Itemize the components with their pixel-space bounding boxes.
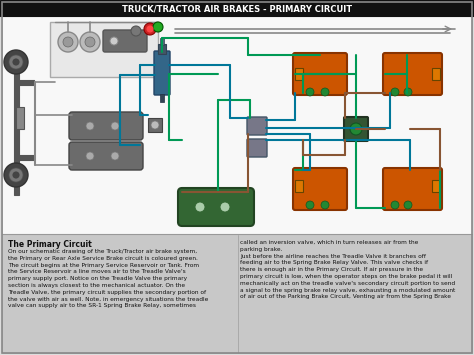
FancyBboxPatch shape <box>344 117 368 141</box>
Circle shape <box>58 32 78 52</box>
Bar <box>158 44 166 54</box>
Text: The Primary Circuit: The Primary Circuit <box>8 240 92 249</box>
FancyBboxPatch shape <box>154 51 170 95</box>
FancyBboxPatch shape <box>383 168 442 210</box>
Bar <box>432 180 440 192</box>
Circle shape <box>86 122 94 130</box>
Circle shape <box>350 123 362 135</box>
Circle shape <box>110 37 118 45</box>
Bar <box>16 80 34 85</box>
FancyBboxPatch shape <box>69 112 143 140</box>
Circle shape <box>4 163 28 187</box>
Bar <box>160 94 164 102</box>
FancyBboxPatch shape <box>293 53 347 95</box>
Circle shape <box>306 88 314 96</box>
Circle shape <box>4 50 28 74</box>
FancyBboxPatch shape <box>383 53 442 95</box>
Bar <box>0 0 474 16</box>
Bar <box>14 55 19 195</box>
Circle shape <box>404 201 412 209</box>
Text: TRUCK/TRACTOR AIR BRAKES - PRIMARY CIRCUIT: TRUCK/TRACTOR AIR BRAKES - PRIMARY CIRCU… <box>122 5 352 13</box>
Text: On our schematic drawing of the Truck/Tractor air brake system,
the Primary or R: On our schematic drawing of the Truck/Tr… <box>8 249 209 308</box>
FancyBboxPatch shape <box>69 142 143 170</box>
Text: called an inversion valve, which in turn releases air from the
parking brake.
Ju: called an inversion valve, which in turn… <box>240 240 455 299</box>
Circle shape <box>153 22 163 32</box>
Circle shape <box>131 26 141 36</box>
Circle shape <box>9 168 23 182</box>
Bar <box>295 180 303 192</box>
Circle shape <box>195 202 205 212</box>
Circle shape <box>86 152 94 160</box>
Circle shape <box>144 23 156 35</box>
Bar <box>2 16 472 234</box>
Circle shape <box>321 201 329 209</box>
Circle shape <box>147 26 153 32</box>
Circle shape <box>85 37 95 47</box>
Circle shape <box>13 59 19 65</box>
Bar <box>16 155 34 160</box>
Bar <box>295 68 303 80</box>
Circle shape <box>63 37 73 47</box>
FancyBboxPatch shape <box>293 168 347 210</box>
Bar <box>2 234 472 353</box>
Bar <box>432 68 440 80</box>
Circle shape <box>111 152 119 160</box>
Circle shape <box>80 32 100 52</box>
FancyBboxPatch shape <box>247 139 267 157</box>
Bar <box>148 118 162 132</box>
Circle shape <box>111 122 119 130</box>
Circle shape <box>9 55 23 69</box>
FancyBboxPatch shape <box>103 30 147 52</box>
Bar <box>50 22 158 77</box>
Bar <box>160 38 164 45</box>
Circle shape <box>306 201 314 209</box>
Circle shape <box>220 202 230 212</box>
Circle shape <box>404 88 412 96</box>
Circle shape <box>151 121 159 129</box>
Circle shape <box>13 172 19 178</box>
Circle shape <box>391 88 399 96</box>
FancyBboxPatch shape <box>178 188 254 226</box>
Circle shape <box>321 88 329 96</box>
FancyBboxPatch shape <box>247 117 267 135</box>
Bar <box>16 107 24 129</box>
Circle shape <box>391 201 399 209</box>
